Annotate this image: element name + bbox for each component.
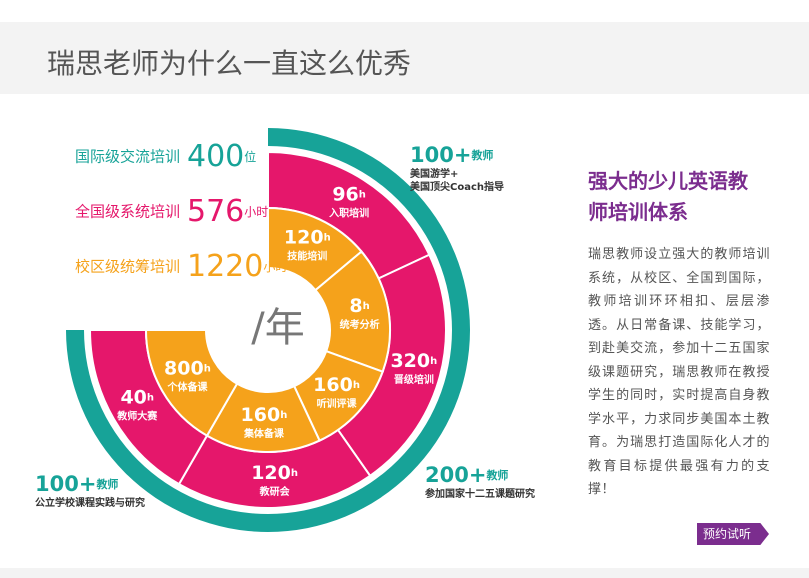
outer-number: 100+: [35, 472, 96, 496]
header: 瑞思老师为什么一直这么优秀: [0, 22, 809, 94]
segment-value: 800h: [164, 357, 211, 379]
page-title: 瑞思老师为什么一直这么优秀: [47, 47, 412, 80]
outer-unit: 教师: [485, 468, 508, 482]
segment-unit: h: [359, 190, 366, 201]
footer-band: [0, 568, 809, 578]
segment-number: 160: [241, 403, 281, 425]
trial-button[interactable]: 预约试听: [697, 523, 769, 545]
legend-number: 400: [187, 139, 244, 174]
segment-number: 160: [313, 373, 353, 395]
segment-value: 120h: [284, 226, 331, 248]
side-title: 强大的少儿英语教 师培训体系: [588, 166, 748, 228]
outer-count: 100+教师: [410, 143, 493, 167]
segment-value: 40h: [120, 386, 154, 408]
side-body: 瑞思教师设立强大的教师培训系统，从校区、全国到国际，教师培训环环相扣、层层渗透。…: [588, 247, 770, 497]
outer-line: 美国顶尖Coach指导: [410, 180, 504, 193]
segment-unit: h: [353, 380, 360, 391]
outer-line: 参加国家十二五课题研究: [425, 487, 535, 500]
segment-value: 96h: [332, 183, 366, 205]
segment-number: 96: [332, 183, 358, 205]
outer-number: 100+: [410, 143, 471, 167]
center-label: /年: [251, 305, 304, 351]
segment-unit: h: [147, 393, 154, 404]
side-title-line: 师培训体系: [588, 200, 688, 224]
segment-number: 120: [251, 461, 291, 483]
segment-number: 800: [164, 357, 204, 379]
outer-number: 200+: [425, 463, 486, 487]
outer-count: 200+教师: [425, 463, 508, 487]
segment-label: 入职培训: [329, 207, 369, 220]
segment-number: 40: [120, 386, 146, 408]
legend-label: 校区级统筹培训: [75, 258, 180, 276]
segment-label: 听训评课: [317, 397, 358, 410]
segment-label: 技能培训: [287, 250, 327, 263]
outer-unit: 教师: [95, 477, 118, 491]
legend-number: 1220: [187, 249, 263, 284]
legend-value: 576小时: [187, 194, 268, 229]
segment-unit: h: [363, 301, 370, 312]
segment-unit: h: [430, 356, 437, 367]
segment-number: 8: [349, 294, 362, 316]
segment-label: 集体备课: [243, 427, 285, 440]
segment-unit: h: [291, 468, 298, 479]
segment-label: 统考分析: [340, 318, 380, 331]
segment-number: 120: [284, 226, 324, 248]
legend-unit: 位: [244, 149, 256, 164]
segment-unit: h: [324, 233, 331, 244]
segment-value: 160h: [313, 373, 360, 395]
diagram: /年120h技能培训8h统考分析160h听训评课160h集体备课800h个体备课…: [35, 128, 535, 532]
segment-value: 120h: [251, 461, 298, 483]
side-title-line: 强大的少儿英语教: [588, 169, 748, 193]
legend-value: 1220小时: [187, 249, 287, 284]
segment-label: 教研会: [259, 485, 290, 498]
segment-value: 8h: [349, 294, 369, 316]
outer-line: 美国游学+: [410, 167, 458, 180]
segment-unit: h: [280, 410, 287, 421]
segment-label: 个体备课: [166, 381, 208, 394]
segment-value: 160h: [241, 403, 288, 425]
segment-number: 320: [390, 350, 430, 372]
legend-unit: 小时: [263, 260, 287, 274]
inner-segment: [144, 329, 239, 438]
legend-label: 国际级交流培训: [75, 148, 180, 166]
segment-label: 教师大赛: [116, 410, 158, 423]
segment-value: 320h: [390, 350, 437, 372]
outer-unit: 教师: [470, 148, 493, 162]
segment-label: 晋级培训: [394, 373, 434, 386]
legend-number: 576: [187, 194, 244, 229]
legend-label: 全国级系统培训: [75, 203, 180, 221]
segment-unit: h: [204, 364, 211, 375]
outer-line: 公立学校课程实践与研究: [35, 496, 145, 509]
legend-value: 400位: [187, 139, 256, 174]
outer-count: 100+教师: [35, 472, 118, 496]
legend-unit: 小时: [244, 205, 268, 219]
hub: [206, 268, 330, 392]
